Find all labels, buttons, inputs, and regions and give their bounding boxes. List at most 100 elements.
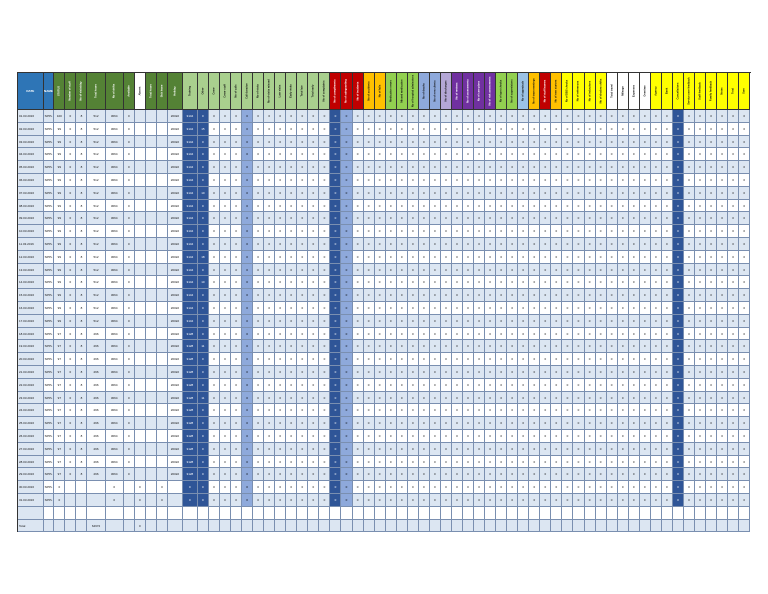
table-cell[interactable]: 0 [418, 301, 430, 315]
table-cell[interactable] [134, 148, 146, 162]
table-cell[interactable]: 0 [617, 353, 629, 366]
table-cell[interactable]: 0 [584, 225, 596, 238]
table-cell[interactable]: 0 [418, 135, 430, 149]
table-cell[interactable]: 0 [606, 199, 618, 213]
table-cell[interactable]: 0 [297, 212, 309, 226]
table-cell[interactable]: 0 [485, 327, 497, 341]
table-cell[interactable]: 0 [728, 173, 740, 187]
table-cell[interactable]: 0 [474, 225, 486, 238]
row-date-cell[interactable]: 13.03.2016 [18, 263, 44, 277]
table-cell[interactable]: 0 [728, 237, 740, 251]
table-cell[interactable]: SPPL [43, 276, 55, 290]
table-cell[interactable] [156, 340, 168, 354]
table-cell[interactable]: 0 [418, 212, 430, 226]
table-cell[interactable]: 0 [286, 365, 298, 379]
table-cell[interactable]: 0 [496, 340, 508, 354]
table-cell[interactable] [134, 301, 146, 315]
table-cell[interactable]: 0 [374, 173, 386, 187]
table-cell[interactable]: 0 [231, 212, 243, 226]
table-cell[interactable]: 0 [231, 353, 243, 366]
table-cell[interactable]: 0 [275, 378, 287, 392]
table-cell[interactable]: 3144 [182, 301, 198, 315]
table-cell[interactable] [145, 365, 157, 379]
table-cell[interactable]: 0 [672, 276, 684, 290]
table-cell[interactable] [717, 506, 729, 520]
table-cell[interactable]: 20022 [167, 276, 183, 290]
table-cell[interactable] [145, 148, 157, 162]
table-cell[interactable]: 3128 [182, 417, 198, 430]
table-cell[interactable]: 0 [529, 442, 541, 456]
table-cell[interactable]: 0 [308, 442, 320, 456]
table-cell[interactable]: 97 [54, 327, 66, 341]
table-cell[interactable]: 0 [264, 481, 276, 494]
table-cell[interactable]: 0 [297, 250, 309, 264]
table-cell[interactable]: 0 [352, 276, 364, 290]
table-cell[interactable] [628, 519, 640, 533]
table-cell[interactable]: 0 [275, 340, 287, 354]
table-cell[interactable]: 0 [728, 314, 740, 328]
table-cell[interactable]: 0 [595, 468, 607, 482]
table-cell[interactable]: 0 [573, 429, 585, 443]
table-cell[interactable]: 0 [661, 225, 673, 238]
table-cell[interactable]: 0 [672, 429, 684, 443]
table-cell[interactable]: 0 [451, 225, 463, 238]
table-cell[interactable]: 8 [76, 429, 88, 443]
table-cell[interactable]: 0 [661, 301, 673, 315]
table-cell[interactable]: 20022 [167, 289, 183, 302]
table-cell[interactable]: 0 [617, 122, 629, 136]
table-cell[interactable]: 0 [65, 455, 77, 469]
table-cell[interactable]: 3064 [105, 289, 124, 302]
column-header-15[interactable]: Cover staff [219, 73, 231, 110]
table-cell[interactable]: 0 [429, 225, 441, 238]
table-cell[interactable]: 0 [451, 148, 463, 162]
table-cell[interactable]: 0 [308, 314, 320, 328]
table-cell[interactable]: 0 [739, 417, 751, 430]
table-cell[interactable]: 0 [529, 468, 541, 482]
table-cell[interactable] [134, 455, 146, 469]
table-cell[interactable]: 0 [385, 276, 397, 290]
table-cell[interactable]: 0 [661, 429, 673, 443]
table-cell[interactable]: 0 [672, 148, 684, 162]
table-cell[interactable]: 0 [429, 212, 441, 226]
table-cell[interactable]: 0 [551, 417, 563, 430]
table-cell[interactable]: 0 [264, 237, 276, 251]
table-cell[interactable]: 0 [683, 340, 695, 354]
table-cell[interactable]: 0 [429, 289, 441, 302]
table-cell[interactable] [156, 327, 168, 341]
table-cell[interactable]: 0 [683, 327, 695, 341]
table-cell[interactable]: 0 [739, 199, 751, 213]
table-cell[interactable]: 0 [706, 391, 718, 405]
table-cell[interactable]: 0 [462, 314, 475, 328]
table-cell[interactable] [156, 212, 168, 226]
table-cell[interactable]: 0 [352, 493, 364, 507]
table-cell[interactable]: 0 [683, 442, 695, 456]
table-cell[interactable]: 0 [297, 481, 309, 494]
table-cell[interactable]: 0 [474, 455, 486, 469]
table-cell[interactable]: 0 [123, 276, 135, 290]
table-cell[interactable]: 0 [694, 122, 707, 136]
table-cell[interactable] [661, 519, 673, 533]
table-cell[interactable] [43, 519, 55, 533]
table-cell[interactable]: 0 [253, 237, 265, 251]
table-cell[interactable]: 0 [518, 442, 530, 456]
table-cell[interactable]: 0 [661, 289, 673, 302]
table-cell[interactable]: 0 [440, 353, 452, 366]
table-cell[interactable]: 0 [352, 250, 364, 264]
table-cell[interactable]: 0 [208, 289, 220, 302]
table-cell[interactable]: 0 [418, 161, 430, 174]
table-cell[interactable]: 0 [562, 442, 574, 456]
table-cell[interactable]: 0 [451, 186, 463, 200]
table-cell[interactable] [134, 110, 146, 123]
table-cell[interactable]: 0 [396, 289, 408, 302]
table-cell[interactable]: 0 [650, 391, 662, 405]
table-cell[interactable]: 0 [418, 365, 430, 379]
table-cell[interactable]: 0 [197, 429, 209, 443]
table-cell[interactable] [242, 519, 254, 533]
column-header-60[interactable]: Notes [717, 73, 729, 110]
table-cell[interactable]: 0 [385, 455, 397, 469]
table-cell[interactable]: 0 [197, 135, 209, 149]
table-cell[interactable] [134, 506, 146, 520]
table-cell[interactable]: 0 [385, 250, 397, 264]
table-cell[interactable] [706, 506, 718, 520]
table-cell[interactable]: 0 [123, 340, 135, 354]
